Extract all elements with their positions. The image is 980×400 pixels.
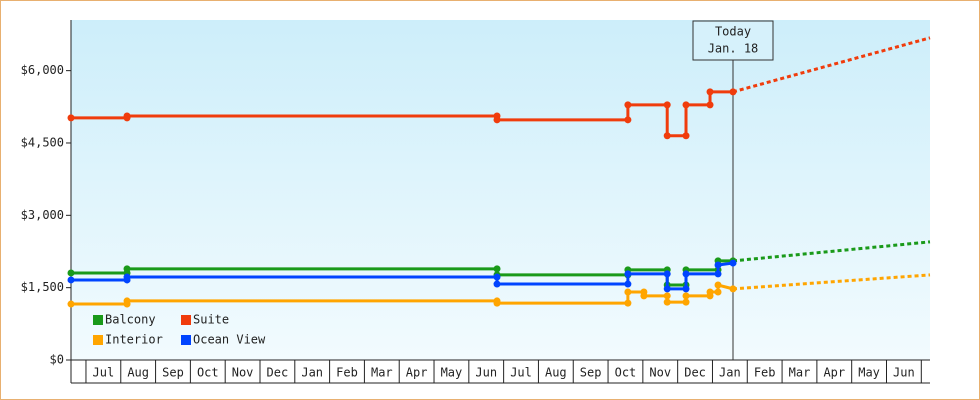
point [123, 265, 131, 273]
x-tick-label: Aug [545, 366, 567, 380]
point [67, 300, 75, 308]
today-label: Today [715, 25, 751, 39]
point [663, 101, 671, 109]
y-tick-label: $1,500 [21, 280, 64, 294]
point [682, 101, 690, 109]
legend-swatch [93, 335, 103, 345]
x-tick-label: Mar [371, 366, 393, 380]
x-tick-label: Dec [684, 366, 706, 380]
legend-label: Suite [193, 313, 229, 327]
x-tick-label: Apr [823, 366, 845, 380]
x-tick-label: May [858, 366, 880, 380]
point [123, 273, 131, 281]
point [729, 259, 737, 267]
x-tick-label: Jun [893, 366, 915, 380]
legend-label: Interior [105, 333, 163, 347]
forecast-line [732, 36, 931, 94]
point [123, 297, 131, 305]
legend-swatch [93, 315, 103, 325]
x-tick-label: Jan [719, 366, 741, 380]
x-tick-label: Jul [510, 366, 532, 380]
x-tick-label: Oct [197, 366, 219, 380]
point [714, 261, 722, 269]
point [493, 116, 501, 124]
x-tick-label: Aug [127, 366, 149, 380]
point [663, 285, 671, 293]
y-tick-label: $3,000 [21, 208, 64, 222]
point [706, 288, 714, 296]
plot-area [71, 20, 930, 360]
x-tick-label: Nov [649, 366, 671, 380]
series-line [71, 90, 734, 138]
point [729, 285, 737, 293]
point [706, 101, 714, 109]
legend-swatch [181, 335, 191, 345]
point [493, 280, 501, 288]
x-tick-label: Sep [580, 366, 602, 380]
point [624, 101, 632, 109]
point [624, 270, 632, 278]
forecast-line [732, 240, 931, 263]
point [663, 132, 671, 140]
point [640, 292, 648, 300]
legend-label: Ocean View [193, 333, 266, 347]
point [729, 88, 737, 96]
point [493, 265, 501, 273]
y-tick-label: $4,500 [21, 135, 64, 149]
x-tick-label: Sep [162, 366, 184, 380]
y-tick-label: $6,000 [21, 63, 64, 77]
legend-label: Balcony [105, 313, 156, 327]
point [706, 88, 714, 96]
x-tick-label: Mar [789, 366, 811, 380]
x-tick-label: Dec [267, 366, 289, 380]
today-label: Jan. 18 [708, 42, 759, 56]
point [624, 288, 632, 296]
point [663, 292, 671, 300]
point [123, 112, 131, 120]
point [682, 298, 690, 306]
x-tick-label: Oct [615, 366, 637, 380]
point [493, 273, 501, 281]
point [682, 292, 690, 300]
x-tick-label: May [441, 366, 463, 380]
series-line [71, 259, 734, 287]
point [682, 270, 690, 278]
point [624, 280, 632, 288]
x-tick-label: Feb [336, 366, 358, 380]
point [493, 299, 501, 307]
point [67, 114, 75, 122]
x-tick-label: Jun [475, 366, 497, 380]
point [624, 299, 632, 307]
point [714, 270, 722, 278]
x-tick-label: Jan [301, 366, 323, 380]
point [663, 298, 671, 306]
point [682, 132, 690, 140]
today-box [692, 20, 774, 61]
legend-swatch [181, 315, 191, 325]
x-tick-label: Apr [406, 366, 428, 380]
series-line [71, 261, 734, 291]
point [67, 269, 75, 277]
x-tick-label: Jul [93, 366, 115, 380]
point [682, 285, 690, 293]
point [714, 288, 722, 296]
point [624, 116, 632, 124]
forecast-line [732, 273, 931, 291]
point [67, 276, 75, 284]
x-tick-label: Nov [232, 366, 254, 380]
x-tick-label: Feb [754, 366, 776, 380]
point [663, 270, 671, 278]
y-tick-label: $0 [50, 353, 64, 367]
point [714, 281, 722, 289]
